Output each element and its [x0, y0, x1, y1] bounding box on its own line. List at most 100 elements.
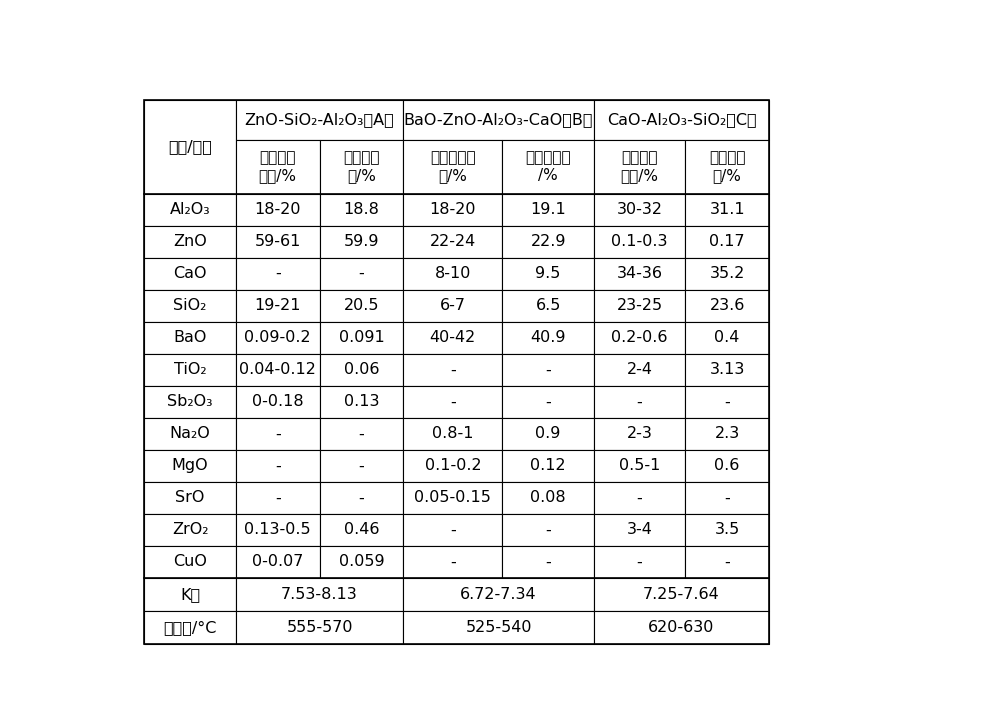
Bar [144, 194, 236, 226]
Text: CaO: CaO [173, 266, 207, 281]
Bar [502, 546, 594, 578]
Text: Sb₂O₃: Sb₂O₃ [167, 394, 213, 409]
Text: 0.09-0.2: 0.09-0.2 [244, 331, 311, 346]
Bar [685, 290, 769, 322]
Bar [144, 290, 236, 322]
Bar [144, 100, 769, 644]
Text: -: - [275, 458, 281, 473]
Text: 23.6: 23.6 [709, 298, 745, 313]
Bar [502, 226, 594, 257]
Bar [502, 450, 594, 482]
Text: 30-32: 30-32 [617, 202, 663, 217]
Bar [403, 418, 502, 450]
Bar [403, 226, 502, 257]
Text: 6.72-7.34: 6.72-7.34 [460, 587, 537, 602]
Bar [144, 386, 236, 418]
Text: 0.17: 0.17 [709, 234, 745, 250]
Bar [236, 450, 320, 482]
Text: 0.05-0.15: 0.05-0.15 [414, 490, 491, 505]
Bar [403, 100, 594, 140]
Bar [236, 482, 320, 514]
Text: -: - [545, 554, 551, 569]
Bar [144, 546, 236, 578]
Bar [502, 482, 594, 514]
Bar [594, 514, 685, 546]
Bar [144, 322, 236, 353]
Text: -: - [358, 266, 364, 281]
Text: 3-4: 3-4 [627, 523, 653, 538]
Text: 实际添加量
/%: 实际添加量 /% [525, 151, 571, 183]
Bar [236, 578, 403, 611]
Bar [144, 226, 236, 257]
Text: 9.5: 9.5 [535, 266, 561, 281]
Bar [685, 386, 769, 418]
Text: 6-7: 6-7 [440, 298, 466, 313]
Text: BaO-ZnO-Al₂O₃-CaO（B）: BaO-ZnO-Al₂O₃-CaO（B） [404, 113, 593, 127]
Bar [144, 257, 236, 290]
Bar [502, 194, 594, 226]
Text: 40-42: 40-42 [430, 331, 476, 346]
Bar [594, 418, 685, 450]
Text: 19-21: 19-21 [254, 298, 301, 313]
Text: 组分/性能: 组分/性能 [168, 139, 212, 154]
Text: 理论含量
占比/%: 理论含量 占比/% [621, 151, 659, 183]
Text: -: - [358, 427, 364, 442]
Bar [685, 418, 769, 450]
Bar [236, 418, 320, 450]
Bar [236, 290, 320, 322]
Bar [685, 322, 769, 353]
Text: 理论含量占
比/%: 理论含量占 比/% [430, 151, 476, 183]
Bar [502, 140, 594, 194]
Bar [594, 290, 685, 322]
Text: 18-20: 18-20 [254, 202, 301, 217]
Text: 8-10: 8-10 [435, 266, 471, 281]
Text: 0.4: 0.4 [714, 331, 740, 346]
Bar [236, 514, 320, 546]
Text: 525-540: 525-540 [465, 620, 532, 635]
Text: 0.9: 0.9 [535, 427, 561, 442]
Text: 59-61: 59-61 [254, 234, 301, 250]
Bar [320, 194, 403, 226]
Bar [144, 514, 236, 546]
Text: -: - [724, 394, 730, 409]
Text: 0.12: 0.12 [530, 458, 566, 473]
Bar [236, 194, 320, 226]
Text: 7.53-8.13: 7.53-8.13 [281, 587, 358, 602]
Bar [594, 322, 685, 353]
Bar [685, 546, 769, 578]
Bar [403, 353, 502, 386]
Text: -: - [545, 523, 551, 538]
Text: 3.13: 3.13 [709, 362, 745, 377]
Bar [320, 546, 403, 578]
Bar [144, 100, 236, 194]
Text: -: - [637, 554, 642, 569]
Bar [320, 514, 403, 546]
Bar [236, 386, 320, 418]
Text: -: - [450, 523, 456, 538]
Text: -: - [358, 490, 364, 505]
Text: -: - [637, 394, 642, 409]
Bar [403, 386, 502, 418]
Text: 0-0.07: 0-0.07 [252, 554, 303, 569]
Text: -: - [724, 490, 730, 505]
Bar [144, 450, 236, 482]
Bar [320, 353, 403, 386]
Bar [685, 514, 769, 546]
Text: 3.5: 3.5 [715, 523, 740, 538]
Text: BaO: BaO [173, 331, 207, 346]
Bar [502, 257, 594, 290]
Text: 0.46: 0.46 [344, 523, 379, 538]
Bar [594, 578, 769, 611]
Bar [594, 194, 685, 226]
Bar [320, 482, 403, 514]
Bar [320, 386, 403, 418]
Text: 0.13: 0.13 [344, 394, 379, 409]
Bar [594, 546, 685, 578]
Text: 7.25-7.64: 7.25-7.64 [643, 587, 720, 602]
Text: ZnO-SiO₂-Al₂O₃（A）: ZnO-SiO₂-Al₂O₃（A） [245, 113, 394, 127]
Text: 0.1-0.3: 0.1-0.3 [611, 234, 668, 250]
Text: 0.059: 0.059 [339, 554, 384, 569]
Text: CaO-Al₂O₃-SiO₂（C）: CaO-Al₂O₃-SiO₂（C） [607, 113, 756, 127]
Text: K値: K値 [180, 587, 200, 602]
Bar [403, 578, 594, 611]
